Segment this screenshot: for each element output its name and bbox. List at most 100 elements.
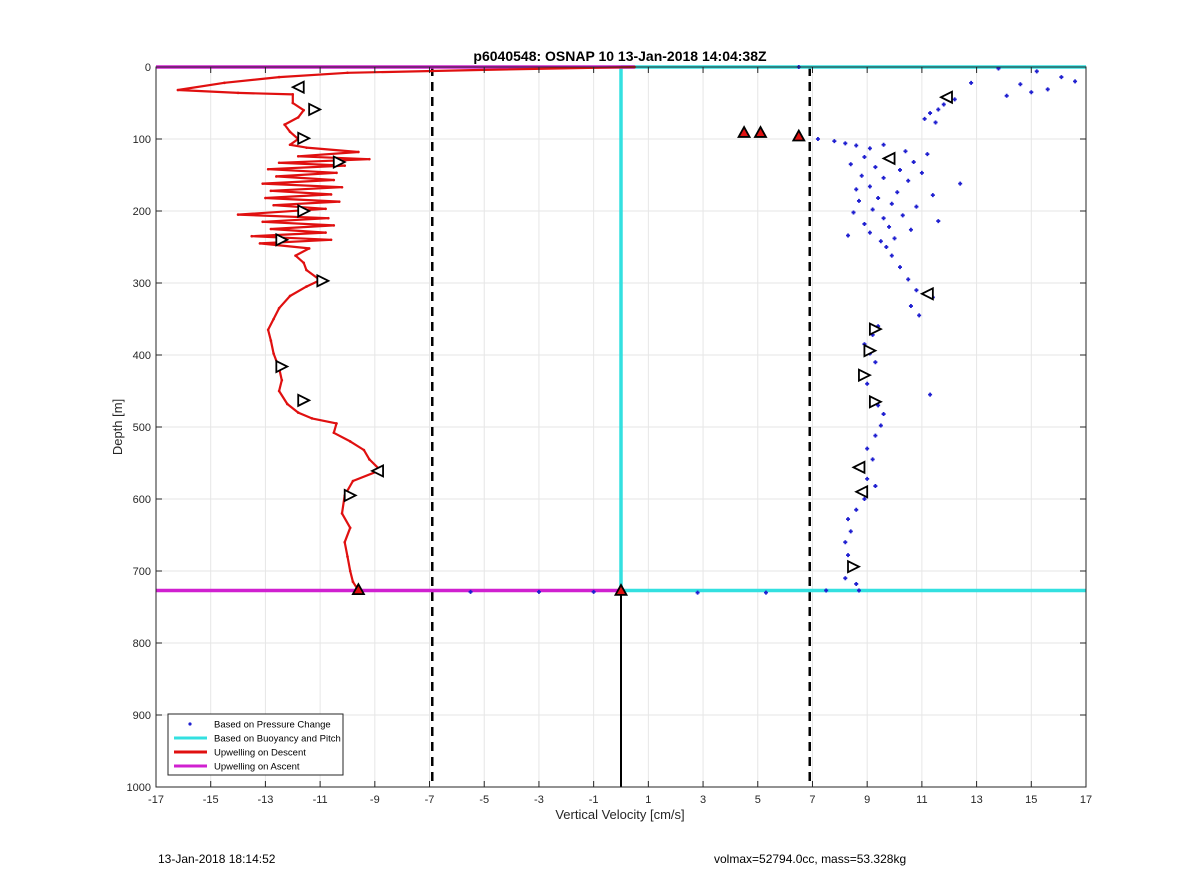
descent-point xyxy=(288,294,292,298)
x-tick-label: -11 xyxy=(313,794,328,806)
legend-swatch-pressure-change xyxy=(188,722,192,726)
x-tick-label: 17 xyxy=(1080,794,1092,806)
pressure-change-point xyxy=(917,313,922,318)
descent-point xyxy=(266,167,270,171)
dashed-reference-lines xyxy=(431,67,811,787)
pressure-change-point xyxy=(884,245,889,249)
footer-volmax-mass: volmax=52794.0cc, mass=53.328kg xyxy=(714,852,907,866)
pressure-change-point xyxy=(876,196,881,201)
pressure-change-point xyxy=(898,265,902,270)
descent-point xyxy=(296,154,300,158)
x-tick-label: -17 xyxy=(148,794,164,806)
y-tick-label: 600 xyxy=(133,494,151,506)
pressure-change-point xyxy=(695,590,700,595)
triangle-marker xyxy=(351,582,366,596)
pressure-change-point xyxy=(1059,75,1064,80)
descent-point xyxy=(310,417,314,420)
descent-point xyxy=(337,200,341,203)
pressure-change-point xyxy=(928,111,933,116)
pressure-change-point xyxy=(900,213,905,218)
triangle-marker xyxy=(863,343,878,358)
y-tick-label: 800 xyxy=(133,638,151,650)
descent-point xyxy=(302,261,306,265)
pressure-change-point xyxy=(936,219,941,224)
pressure-change-point xyxy=(908,304,913,309)
pressure-change-point xyxy=(930,193,935,198)
pressure-change-point xyxy=(873,165,878,170)
x-tick-label: -1 xyxy=(589,794,599,806)
descent-point xyxy=(332,431,336,435)
x-tick-label: 11 xyxy=(916,794,927,806)
descent-point xyxy=(280,378,284,382)
pressure-change-point xyxy=(881,216,886,221)
x-tick-label: -5 xyxy=(479,794,489,806)
descent-point xyxy=(272,317,275,321)
pressure-change-point xyxy=(941,102,946,107)
pressure-change-point xyxy=(536,589,541,594)
triangle-marker xyxy=(868,322,883,337)
descent-point xyxy=(261,220,264,224)
pressure-change-point xyxy=(933,120,938,125)
y-tick-label: 1000 xyxy=(127,782,151,794)
triangle-marker xyxy=(316,273,331,288)
pressure-change-point xyxy=(859,173,864,178)
descent-point xyxy=(250,234,254,238)
descent-point xyxy=(285,402,289,406)
pressure-change-point xyxy=(865,381,870,386)
y-tick-label: 500 xyxy=(133,422,151,434)
descent-point xyxy=(327,216,330,220)
descent-point xyxy=(351,580,355,584)
pressure-change-point xyxy=(895,190,900,195)
pressure-change-point xyxy=(870,457,875,462)
pressure-change-point xyxy=(865,476,870,481)
pressure-change-point xyxy=(881,412,886,417)
pressure-change-point xyxy=(856,198,861,203)
pressure-change-point xyxy=(906,277,911,282)
pressure-change-point xyxy=(846,553,851,558)
pressure-change-point xyxy=(928,392,933,397)
x-tick-label: -15 xyxy=(203,794,219,806)
pressure-change-point xyxy=(873,433,878,438)
pressure-change-point xyxy=(906,178,911,183)
x-axis-label: Vertical Velocity [cm/s] xyxy=(555,807,684,822)
descent-point xyxy=(324,231,327,234)
triangle-marker xyxy=(275,359,290,374)
descent-point xyxy=(335,422,338,425)
triangle-marker xyxy=(297,131,312,146)
y-tick-label: 200 xyxy=(133,206,151,218)
x-tick-label: 7 xyxy=(809,794,815,806)
x-tick-label: 5 xyxy=(755,794,761,806)
pressure-change-point xyxy=(832,139,837,144)
pressure-change-point xyxy=(862,155,867,159)
descent-point xyxy=(258,242,262,245)
pressure-change-point xyxy=(854,581,859,586)
pressure-change-point xyxy=(854,507,859,512)
pressure-change-point xyxy=(865,446,870,451)
descent-point xyxy=(324,207,327,211)
x-tick-label: 13 xyxy=(970,794,982,806)
descent-point xyxy=(348,526,352,530)
descent-point xyxy=(269,189,273,193)
descent-point xyxy=(362,448,366,452)
y-axis-label: Depth [m] xyxy=(110,399,125,455)
descent-point xyxy=(335,171,338,175)
triangle-marker xyxy=(919,286,934,301)
pressure-change-point xyxy=(898,167,902,172)
pressure-change-point xyxy=(867,230,872,235)
triangle-marker xyxy=(753,125,768,138)
descent-point xyxy=(288,143,292,147)
pressure-change-point xyxy=(1073,79,1078,84)
descent-point xyxy=(368,157,371,161)
y-tick-label: 100 xyxy=(133,134,151,146)
pressure-change-point xyxy=(969,80,974,85)
descent-point xyxy=(291,101,295,105)
pressure-change-point xyxy=(878,423,883,428)
triangle-marker xyxy=(297,393,312,408)
descent-point xyxy=(332,178,336,182)
descent-point xyxy=(264,196,267,200)
x-tick-label: -13 xyxy=(257,794,273,806)
pressure-change-point xyxy=(958,181,963,186)
descent-point xyxy=(296,411,300,414)
pressure-change-point xyxy=(851,210,856,215)
